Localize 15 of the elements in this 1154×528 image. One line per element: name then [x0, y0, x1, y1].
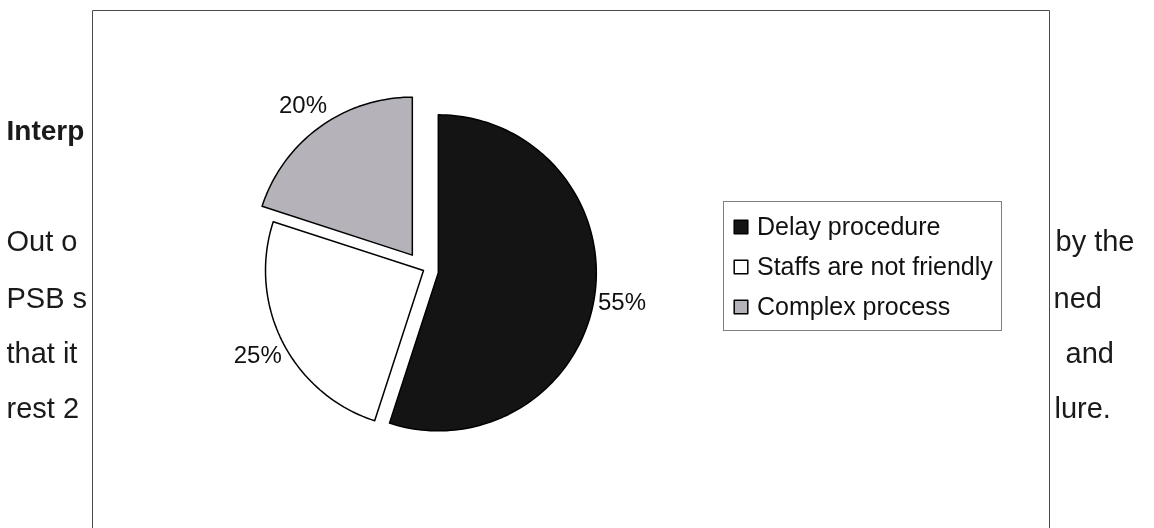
text: that it	[6, 336, 78, 369]
legend-label: Delay procedure	[757, 210, 941, 242]
text: by the	[1055, 224, 1135, 257]
text: rest 2	[6, 391, 80, 424]
text: lure.	[1054, 391, 1111, 424]
text: and	[1065, 336, 1114, 369]
data-label: 25%	[233, 341, 282, 369]
legend-label: Complex process	[757, 290, 951, 322]
text: Interp	[6, 115, 85, 146]
text: ned	[1053, 281, 1102, 314]
legend-label: Staffs are not friendly	[757, 250, 993, 282]
text: Out o	[6, 224, 78, 257]
data-label: 55%	[598, 288, 647, 316]
text: PSB s	[6, 281, 88, 314]
data-label: 20%	[278, 91, 328, 119]
